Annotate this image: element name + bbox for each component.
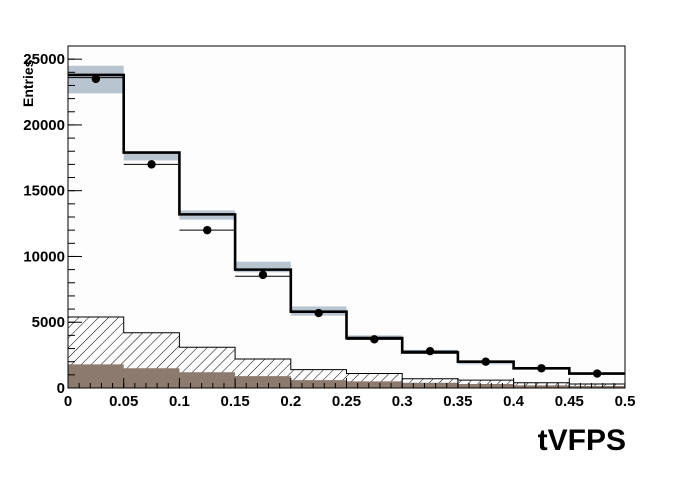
data-point — [258, 270, 268, 280]
x-tick-label: 0.3 — [392, 393, 413, 410]
data-point — [203, 225, 212, 235]
y-axis-title: Entries — [20, 59, 36, 107]
x-tick-label: 0.4 — [503, 393, 525, 410]
x-tick-label: 0.35 — [443, 393, 472, 410]
x-tick-label: 0.25 — [332, 393, 361, 410]
x-tick-label: 0.1 — [169, 393, 190, 410]
data-point — [147, 160, 156, 169]
data-point — [481, 357, 490, 366]
x-tick-label: 0.2 — [280, 393, 301, 410]
data-point — [537, 364, 546, 373]
x-tick-label: 0.15 — [220, 393, 249, 410]
y-tick-label: 20000 — [23, 117, 65, 134]
uncertainty-band-bin — [123, 151, 180, 161]
x-tick-label: 0.05 — [109, 393, 138, 410]
uncertainty-band-bin — [235, 261, 291, 273]
y-tick-label: 10000 — [23, 248, 65, 265]
data-point — [91, 74, 101, 84]
thick-histogram-line — [68, 73, 625, 375]
plot-area — [67, 46, 626, 389]
y-tick-label: 25000 — [23, 51, 65, 68]
data-point — [370, 335, 379, 344]
axes: 0 0.05 0.1 0.15 0.2 0.25 0.3 0.35 0.4 0.45 0.5 0 500… — [23, 45, 636, 410]
filled-histogram — [68, 364, 625, 388]
data-point — [314, 308, 323, 318]
y-tick-label: 0 — [57, 380, 65, 397]
y-tick-label: 15000 — [23, 183, 65, 200]
data-point — [592, 369, 602, 378]
x-tick-label: 0.45 — [555, 393, 584, 410]
x-tick-label: 0.5 — [615, 393, 636, 410]
data-point — [425, 346, 435, 356]
y-tick-label: 5000 — [32, 314, 65, 331]
x-axis-title: tVFPS — [538, 424, 626, 457]
x-tick-label: 0 — [64, 393, 72, 410]
